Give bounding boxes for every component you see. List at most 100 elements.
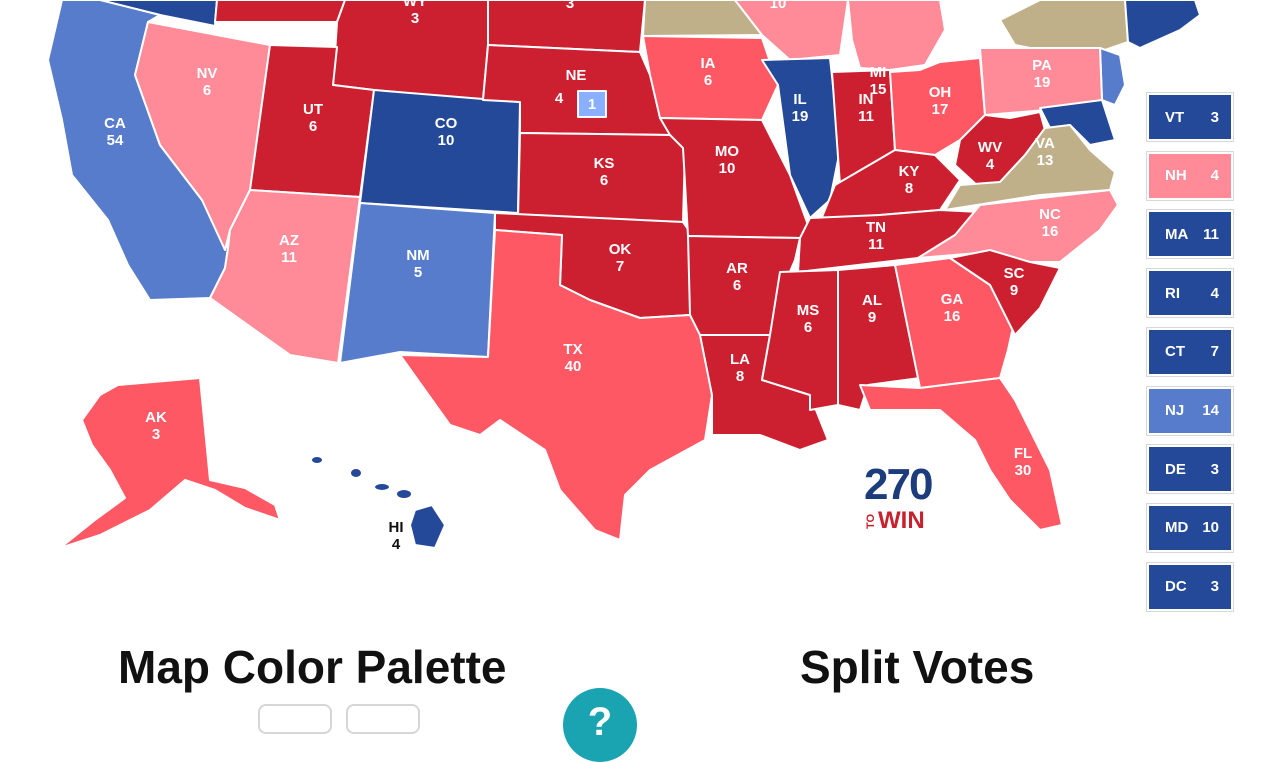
state-label-hi: HI xyxy=(389,519,404,536)
side-state-ri[interactable]: RI 4 xyxy=(1146,268,1234,319)
state-ev-ne: 4 xyxy=(555,90,564,107)
state-ev-ar: 6 xyxy=(733,277,741,294)
side-state-md[interactable]: MD 10 xyxy=(1146,502,1234,553)
side-state-nh[interactable]: NH 4 xyxy=(1146,150,1234,201)
state-ev-ak: 3 xyxy=(152,426,160,443)
state-south-carolina[interactable] xyxy=(949,249,1061,336)
logo-to: TO xyxy=(865,513,877,529)
hawaii-island-3[interactable] xyxy=(373,482,391,492)
hawaii-island-4[interactable] xyxy=(395,488,413,500)
state-label-ga: GA xyxy=(941,291,964,308)
state-alaska[interactable] xyxy=(59,377,281,549)
state-ev-fl: 30 xyxy=(1015,462,1032,479)
state-label-wy: WY xyxy=(403,0,427,10)
state-ev-ok: 7 xyxy=(616,258,624,275)
state-label-mi: MI xyxy=(870,64,887,81)
state-ev-mo: 10 xyxy=(719,160,736,177)
state-label-wv: WV xyxy=(978,139,1002,156)
hawaii-big-island[interactable] xyxy=(409,504,446,549)
state-ev-ms: 6 xyxy=(804,319,812,336)
ne-district-ev: 1 xyxy=(588,96,596,113)
state-label-oh: OH xyxy=(929,84,952,101)
state-label-ar: AR xyxy=(726,260,748,277)
state-label-ne: NE xyxy=(566,67,587,84)
side-state-abbr: MD xyxy=(1165,519,1189,537)
side-state-abbr: RI xyxy=(1165,284,1180,302)
state-label-la: LA xyxy=(730,351,750,368)
state-nj[interactable] xyxy=(1099,47,1126,106)
side-state-abbr: NJ xyxy=(1165,402,1185,419)
state-label-va: VA xyxy=(1035,135,1055,152)
logo-number: 270 xyxy=(864,460,933,509)
state-arizona[interactable] xyxy=(209,189,361,364)
state-virginia[interactable] xyxy=(944,124,1116,211)
side-state-dc[interactable]: DC 3 xyxy=(1146,561,1234,612)
state-montana[interactable] xyxy=(214,0,346,23)
side-state-ev: 14 xyxy=(1202,402,1219,419)
state-kansas[interactable] xyxy=(517,132,686,223)
270towin-logo: 270 TO WIN xyxy=(864,463,944,537)
wi-partial-label: 10 xyxy=(770,0,787,12)
state-ev-in: 11 xyxy=(858,108,874,125)
state-ev-co: 10 xyxy=(438,132,455,149)
side-state-ev: 11 xyxy=(1203,225,1219,243)
state-label-mo: MO xyxy=(715,143,739,160)
side-state-abbr: CT xyxy=(1165,343,1185,361)
state-label-nm: NM xyxy=(406,247,429,264)
state-ev-la: 8 xyxy=(736,368,744,385)
state-label-fl: FL xyxy=(1014,445,1032,462)
side-state-de[interactable]: DE 3 xyxy=(1146,444,1234,495)
state-label-il: IL xyxy=(793,91,806,108)
state-ev-nc: 16 xyxy=(1042,223,1059,240)
top-left-partial-label: 3 xyxy=(566,0,574,12)
hawaii-island-1[interactable] xyxy=(310,455,324,465)
state-ev-ia: 6 xyxy=(704,72,712,89)
state-ev-tn: 11 xyxy=(868,236,884,253)
state-ev-nv: 6 xyxy=(203,82,211,99)
palette-option-2[interactable] xyxy=(346,704,420,734)
state-label-tx: TX xyxy=(563,341,582,358)
state-ev-wy: 3 xyxy=(411,10,419,27)
state-ev-al: 9 xyxy=(868,309,876,326)
side-state-ev: 3 xyxy=(1210,578,1219,596)
state-ev-il: 19 xyxy=(792,108,809,125)
side-state-ev: 3 xyxy=(1210,460,1219,478)
state-new-mexico[interactable] xyxy=(339,202,496,364)
state-colorado[interactable] xyxy=(359,89,521,214)
side-state-ma[interactable]: MA 11 xyxy=(1146,209,1234,260)
hawaii-island-2[interactable] xyxy=(349,467,363,479)
state-ev-tx: 40 xyxy=(565,358,582,375)
state-ev-ut: 6 xyxy=(309,118,317,135)
logo-win: WIN xyxy=(878,507,925,534)
state-label-ia: IA xyxy=(701,55,716,72)
side-state-abbr: MA xyxy=(1165,225,1189,243)
side-state-vt[interactable]: VT 3 xyxy=(1146,92,1234,142)
side-state-ct[interactable]: CT 7 xyxy=(1146,326,1234,377)
state-ev-sc: 9 xyxy=(1010,282,1018,299)
state-ev-hi: 4 xyxy=(392,536,401,553)
side-state-abbr: DC xyxy=(1165,578,1187,596)
split-votes-heading: Split Votes xyxy=(800,641,1035,693)
help-button[interactable]: ? xyxy=(563,688,637,762)
state-north-carolina[interactable] xyxy=(917,189,1119,263)
state-texas[interactable] xyxy=(399,229,713,541)
side-state-nj[interactable]: NJ 14 xyxy=(1146,385,1234,436)
state-florida[interactable] xyxy=(859,377,1063,531)
state-label-co: CO xyxy=(435,115,458,132)
state-label-ky: KY xyxy=(899,163,920,180)
side-state-abbr: VT xyxy=(1165,108,1185,126)
state-ev-ky: 8 xyxy=(905,180,913,197)
state-me-ny[interactable] xyxy=(999,0,1129,51)
ne-district-box[interactable] xyxy=(577,90,607,118)
palette-option-1[interactable] xyxy=(258,704,332,734)
state-michigan[interactable] xyxy=(847,0,946,71)
state-new-england[interactable] xyxy=(1124,0,1201,49)
side-state-ev: 10 xyxy=(1202,519,1219,537)
side-state-abbr: NH xyxy=(1165,167,1187,185)
state-label-nc: NC xyxy=(1039,206,1061,223)
state-ev-ca: 54 xyxy=(107,132,124,149)
state-label-sc: SC xyxy=(1004,265,1025,282)
state-ev-az: 11 xyxy=(281,249,297,266)
state-label-tn: TN xyxy=(866,219,886,236)
